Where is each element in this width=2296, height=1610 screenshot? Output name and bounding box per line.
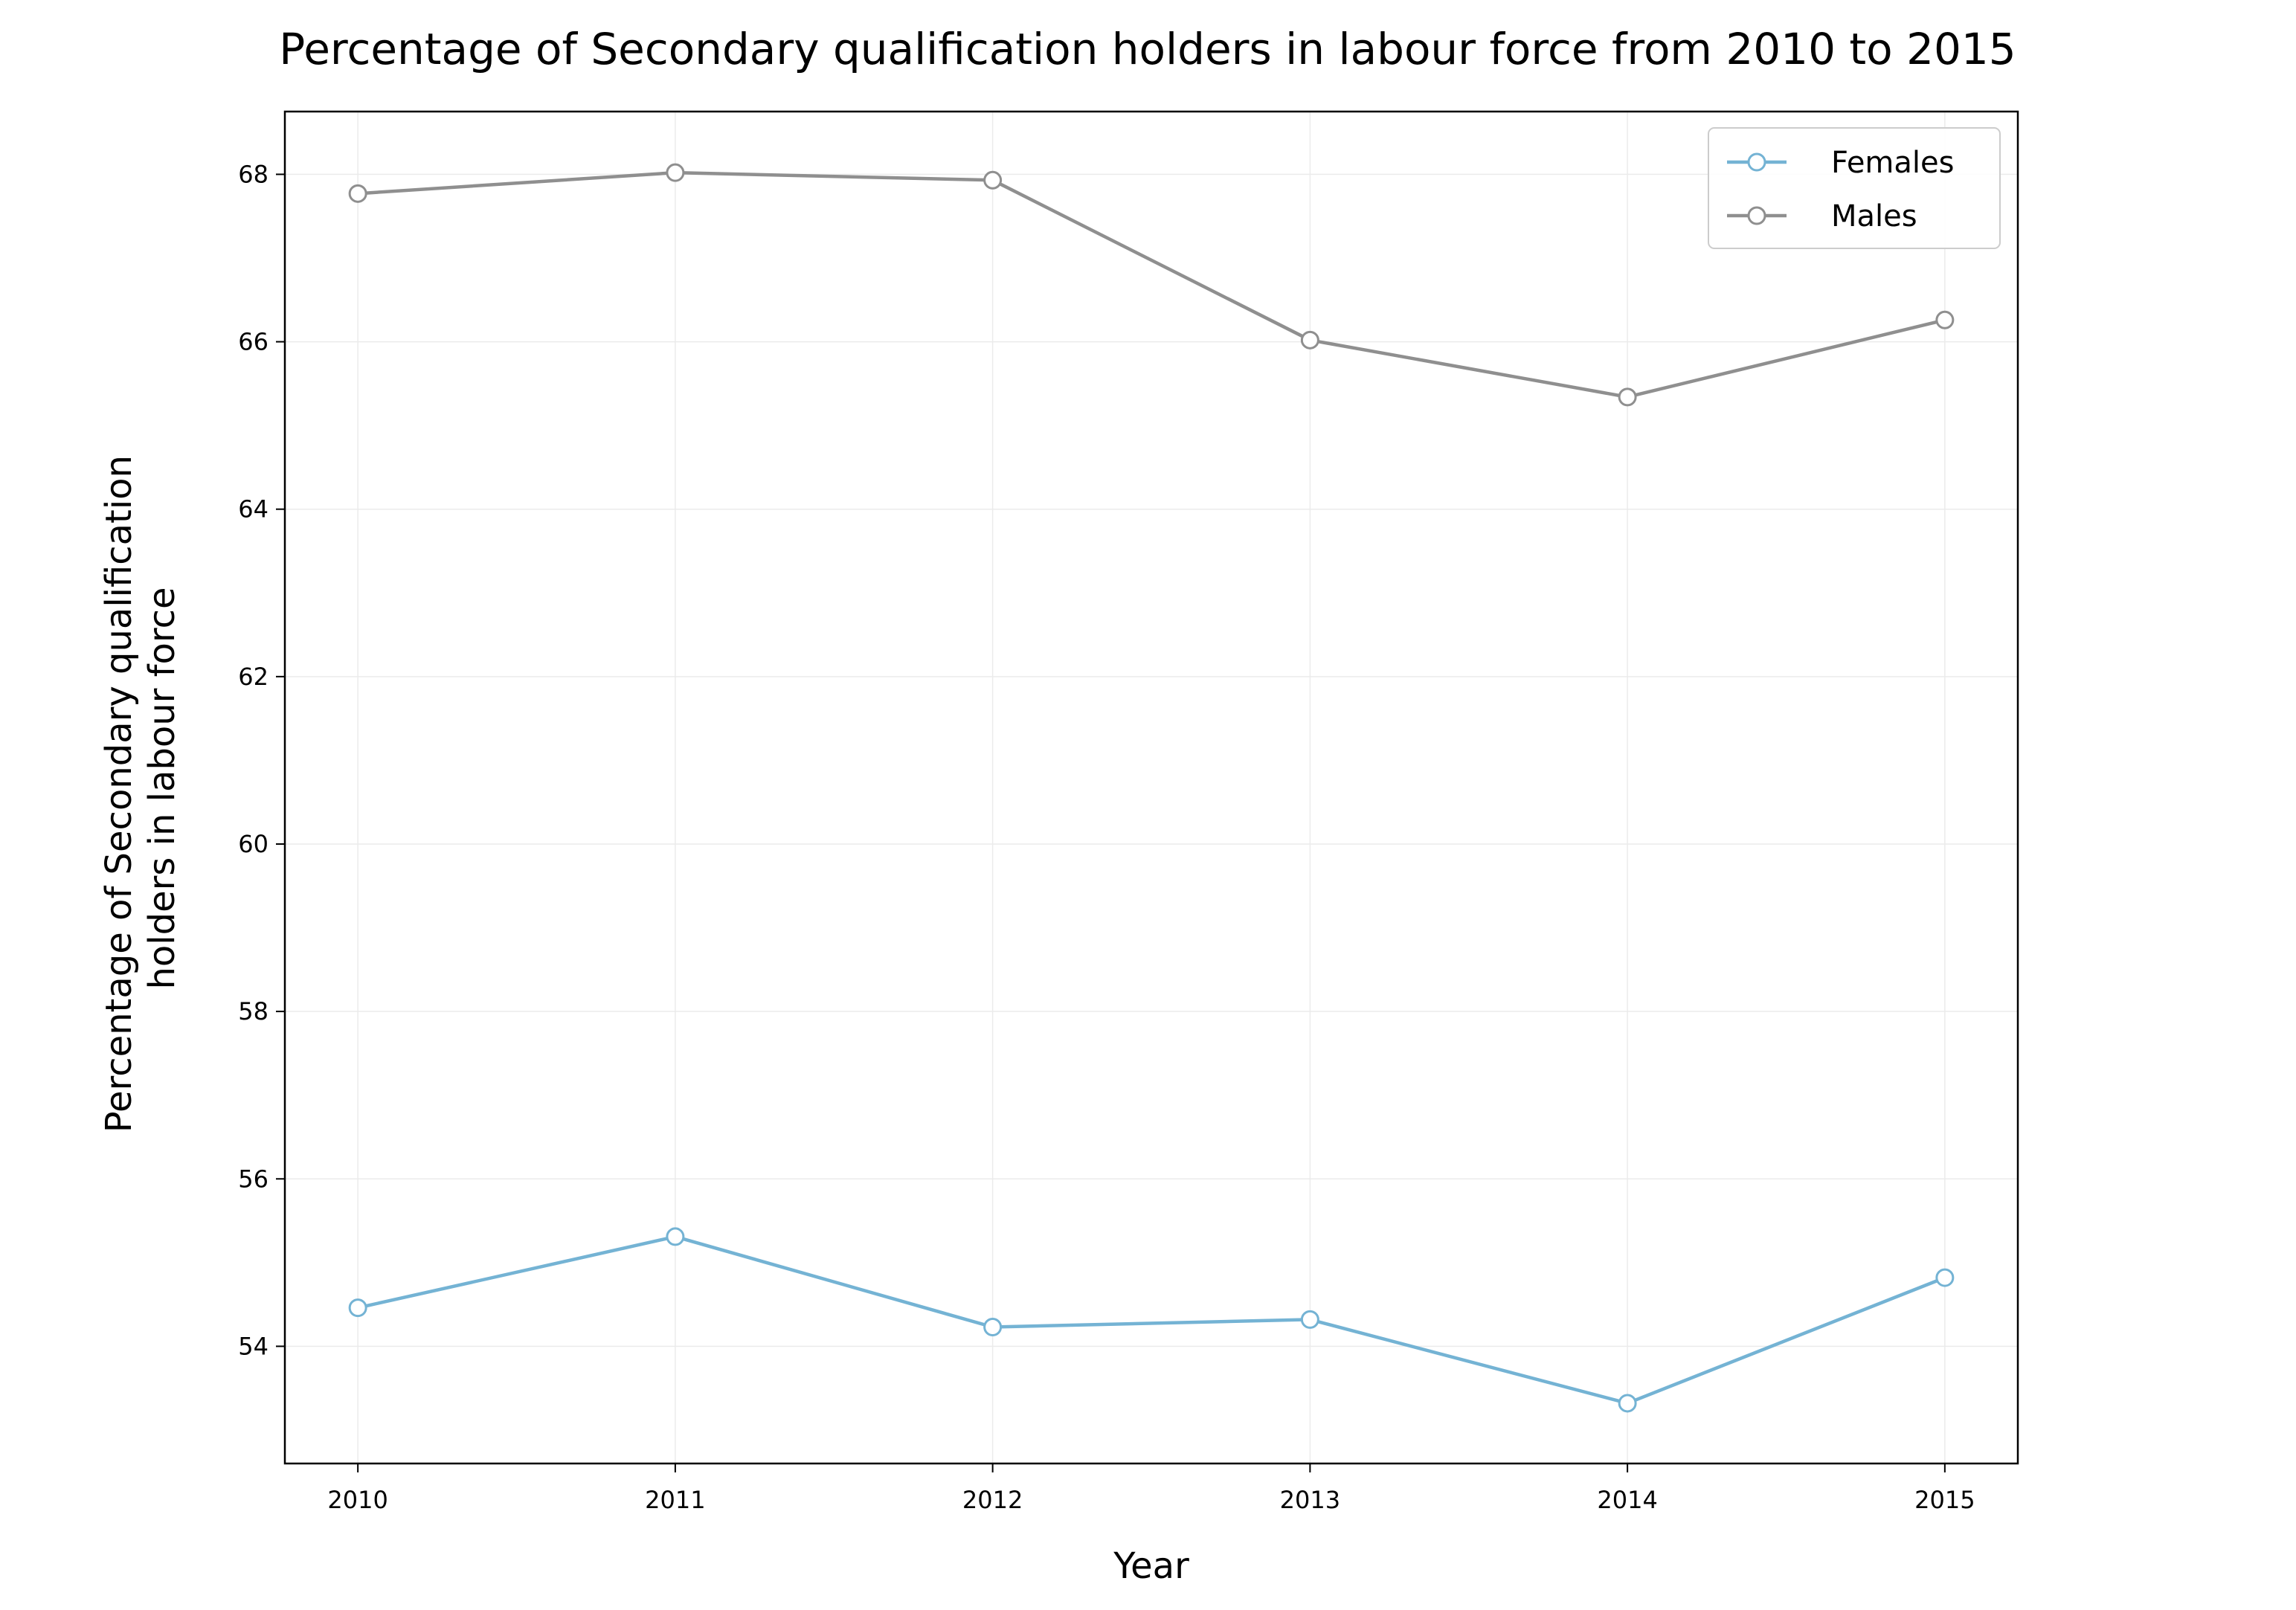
y-tick-label: 68	[238, 160, 268, 188]
data-point-males	[1935, 310, 1955, 329]
x-tick-label: 2010	[327, 1486, 388, 1514]
legend-label: Males	[1831, 199, 1917, 234]
legend-box	[1708, 127, 2001, 249]
legend-swatch-marker	[1747, 152, 1766, 172]
series-line-females	[357, 1234, 1946, 1405]
legend-item-females: Females	[1727, 146, 1954, 180]
data-point-males	[1618, 387, 1637, 407]
data-point-males	[348, 184, 367, 203]
series-females	[348, 1227, 1955, 1413]
series-males	[348, 163, 1955, 407]
data-point-females	[348, 1298, 367, 1318]
y-tick-label: 62	[238, 663, 268, 691]
data-point-males	[666, 163, 685, 182]
x-axis-ticks: 2010 2011 2012 2013 2014 2015	[327, 1464, 1975, 1514]
y-axis-label: Percentage of Secondary qualification ho…	[98, 444, 183, 1133]
x-axis-label: Year	[1113, 1545, 1189, 1587]
x-tick-label: 2012	[962, 1486, 1023, 1514]
y-axis-label-line-1: Percentage of Secondary qualification	[98, 455, 140, 1133]
series-line-males	[358, 170, 1946, 399]
legend-item-males: Males	[1727, 199, 1917, 234]
chart-legend: Females Males	[1708, 127, 2001, 249]
y-tick-label: 64	[238, 495, 268, 524]
data-point-females	[1935, 1268, 1955, 1287]
data-point-males	[1300, 330, 1319, 350]
y-tick-label: 58	[238, 997, 268, 1025]
legend-label: Females	[1831, 146, 1954, 180]
y-axis-label-line-2: holders in labour force	[141, 587, 183, 989]
chart-title: Percentage of Secondary qualification ho…	[279, 24, 2016, 74]
plot-area-frame	[283, 110, 2019, 1465]
data-point-females	[666, 1227, 685, 1246]
grid-lines	[285, 112, 2018, 1464]
x-tick-label: 2013	[1280, 1486, 1340, 1514]
y-tick-label: 54	[238, 1332, 268, 1360]
legend-swatch-marker	[1747, 206, 1766, 225]
series-layer	[348, 163, 1955, 1413]
x-tick-label: 2014	[1597, 1486, 1657, 1514]
y-axis-ticks: 54 56 58 60 62 64 66 68	[238, 160, 285, 1360]
y-tick-label: 56	[238, 1165, 268, 1193]
data-point-females	[1618, 1394, 1637, 1413]
x-tick-label: 2015	[1914, 1486, 1975, 1514]
y-tick-label: 66	[238, 328, 268, 356]
data-point-females	[1300, 1310, 1319, 1329]
y-tick-label: 60	[238, 830, 268, 858]
data-point-females	[983, 1318, 1003, 1337]
data-point-males	[983, 170, 1003, 190]
x-tick-label: 2011	[645, 1486, 705, 1514]
